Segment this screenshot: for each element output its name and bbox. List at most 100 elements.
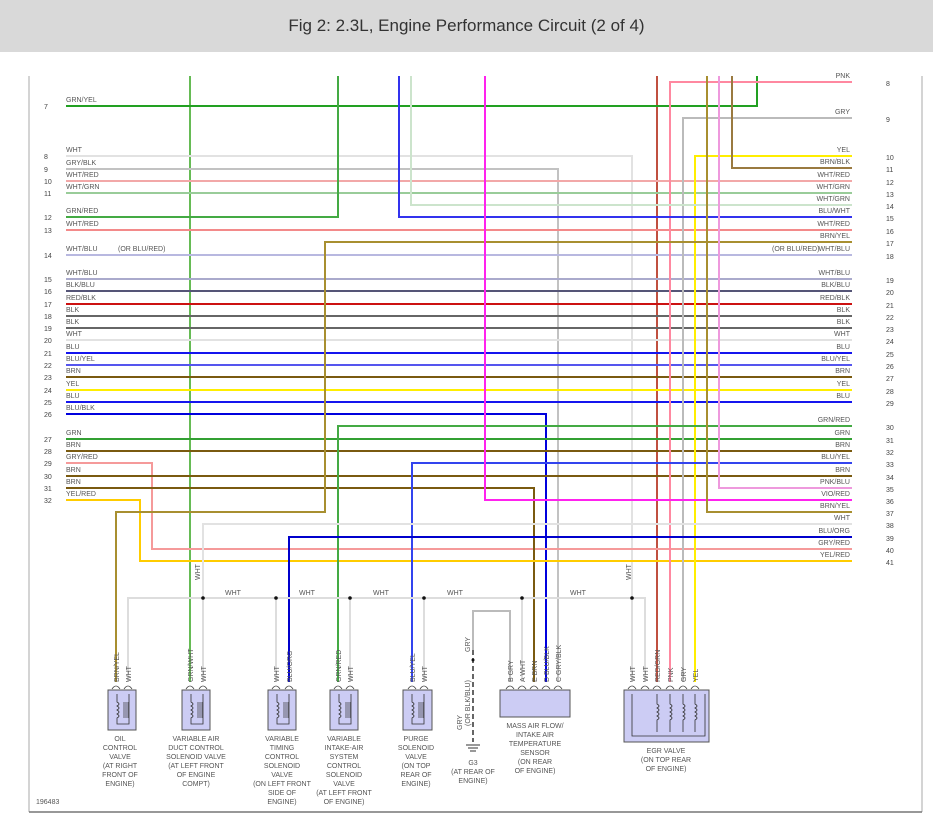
splice-dot [201,596,205,600]
right-wire-label: GRY/RED [818,540,850,547]
right-wire-label: PNK [836,73,851,80]
left-wire-31 [66,487,535,682]
connector-pin-icon [123,685,133,690]
pin-label: RED/GRN [655,650,662,682]
pin-label: WHT [630,665,637,682]
left-wire-label: BRN [66,479,81,486]
component-label: CONTROL [265,754,299,761]
splice-dot [422,596,426,600]
splice-dot [274,596,278,600]
right-wire-number: 23 [886,327,894,334]
connector-pin-icon [407,685,417,690]
ground-alt-label: (OR BLK/BLU) [465,680,472,726]
left-wire-label: BLU/YEL [66,356,95,363]
left-wire-label: WHT/GRN [66,184,99,191]
pin-label: PNK [668,667,675,682]
right-wire-number: 37 [886,511,894,518]
right-wire-number: 17 [886,241,894,248]
right-wire-number: 15 [886,216,894,223]
left-wire-32 [66,499,852,562]
component-label: (AT RIGHT [103,763,138,770]
right-wire-label: PNK/BLU [820,479,850,486]
pin-label: GRN/WHT [188,648,195,682]
right-wire-10 [694,155,852,682]
coil-icon [276,694,290,725]
component-label: SOLENOID VALVE [166,754,226,761]
right-wire-37 [706,76,852,513]
right-wire-label: BRN [835,467,850,474]
right-wire-number: 35 [886,487,894,494]
pin-label: BLU/YEL [410,653,417,682]
right-wire-label: WHT/RED [817,172,850,179]
right-wire-label: WHT/BLU [819,246,851,253]
left-wire-number: 15 [44,277,52,284]
component-label: (ON TOP [402,763,431,770]
component-label: OIL [114,736,125,743]
component-label: CONTROL [103,745,137,752]
wht-drop [632,597,646,682]
egr-coil-icon [656,694,660,732]
right-wire-label: BRN/BLK [820,159,850,166]
right-wire-35 [718,76,852,489]
right-wire-number: 29 [886,401,894,408]
component-label: VARIABLE [265,736,299,743]
left-wire-label: GRN/RED [66,208,98,215]
left-wire-label: BLU [66,344,80,351]
right-wire-14 [410,76,852,206]
right-wire-30 [337,425,852,682]
right-wire-33 [411,462,852,682]
right-wire-label: BLU/ORG [818,528,850,535]
left-wire-label: BLU [66,393,80,400]
right-wire-number: 16 [886,229,894,236]
alt-color-note-right: (OR BLU/RED) [772,246,819,253]
left-wire-label: WHT/RED [66,221,99,228]
right-wire-label: YEL [837,147,850,154]
right-wire-label: VIO/RED [821,491,850,498]
right-wire-label: WHT [834,331,851,338]
left-wire-number: 11 [44,191,51,198]
component-label: OF ENGINE) [324,799,365,806]
left-wire-label: WHT/BLU [66,246,98,253]
bus-label: WHT [570,590,587,597]
egr-coil-icon [669,694,673,732]
ground-splice-dot [471,658,475,662]
splice-dot [348,596,352,600]
component-label: (ON LEFT FRONT [253,781,312,788]
left-wire-number: 21 [44,351,52,358]
pin-label: GRY [681,667,688,682]
right-wire-38 [202,523,852,598]
right-wire-number: 11 [886,167,893,174]
component-label: SOLENOID [326,772,362,779]
right-wire-label: BLU [836,393,850,400]
connector-pin-icon [529,685,539,690]
left-wire-number: 18 [44,314,52,321]
right-wire-label: BLU/YEL [821,454,850,461]
bus-label: WHT [373,590,390,597]
right-wire-label: BLK [837,319,851,326]
ground-wire-label: GRY [457,715,464,730]
left-wire-label: GRY/BLK [66,160,97,167]
left-wire-number: 31 [44,486,52,493]
right-wire-number: 41 [886,560,894,567]
right-wire-number: 27 [886,376,894,383]
left-wire-29 [66,462,852,550]
left-wire-number: 10 [44,179,52,186]
right-wire-label: GRY [835,109,850,116]
left-wire-label: YEL [66,381,79,388]
right-wire-number: 13 [886,192,894,199]
bus-label: WHT [225,590,242,597]
left-wire-label: GRY/RED [66,454,98,461]
component-label: (AT LEFT FRONT [168,763,224,770]
wht-bus [127,597,632,682]
connector-pin-icon [333,685,343,690]
right-wire-label: BLU/YEL [821,356,850,363]
left-wire-number: 27 [44,437,52,444]
left-wire-label: WHT [66,331,83,338]
right-wire-label: BLU/WHT [819,208,851,215]
left-wire-number: 20 [44,338,52,345]
egr-valve [623,689,710,743]
pin-label: E BRN [532,661,539,682]
left-wire-number: 32 [44,498,52,505]
component-label: DUCT CONTROL [168,745,224,752]
right-wire-number: 21 [886,303,894,310]
